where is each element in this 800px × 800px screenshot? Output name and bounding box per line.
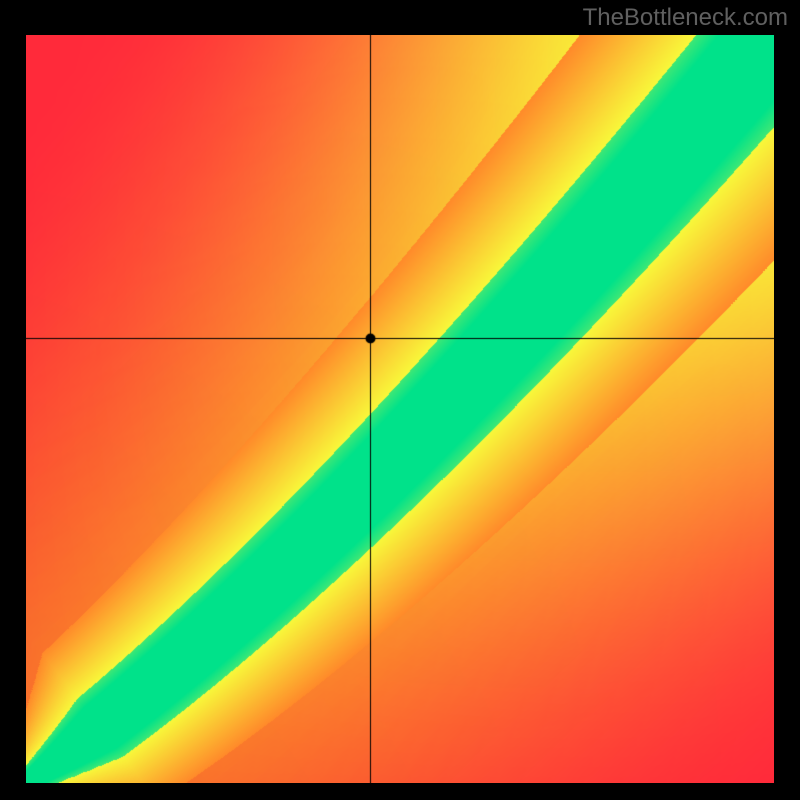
- heatmap-plot: [26, 35, 774, 783]
- watermark-label: TheBottleneck.com: [583, 4, 788, 32]
- heatmap-canvas: [26, 35, 774, 783]
- chart-container: TheBottleneck.com: [0, 0, 800, 800]
